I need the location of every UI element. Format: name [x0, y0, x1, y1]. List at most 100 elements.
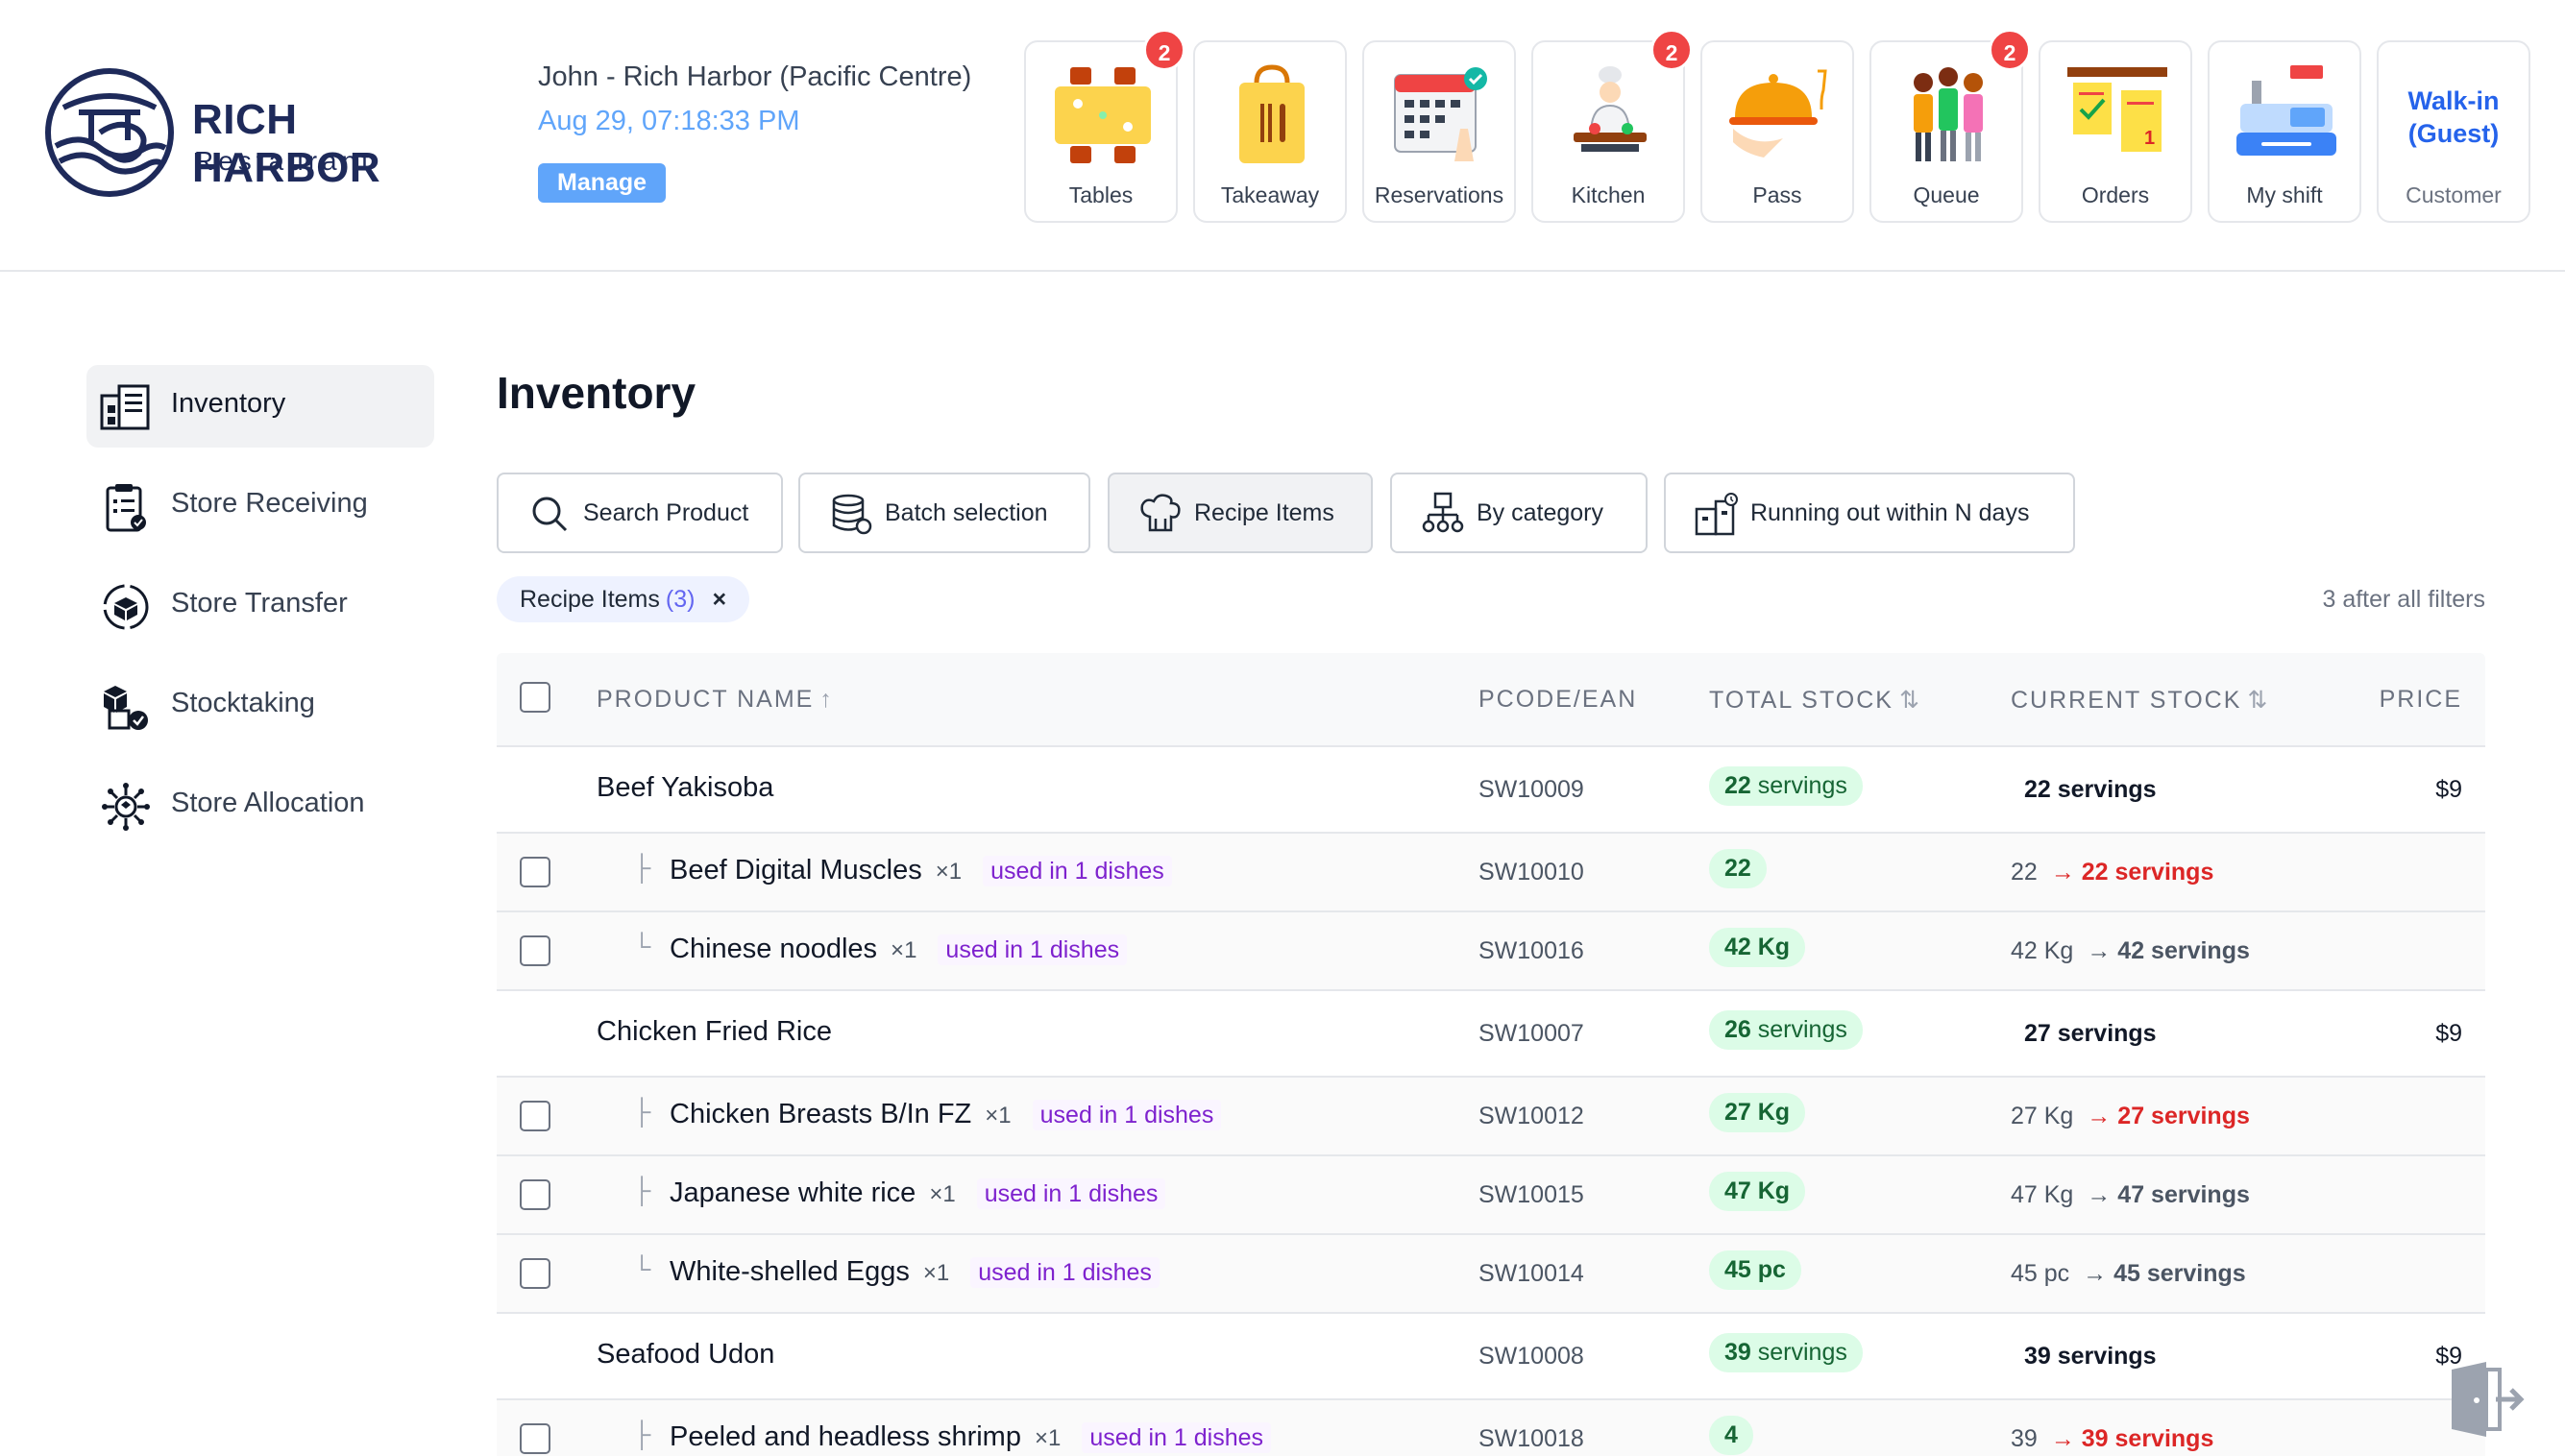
current-stock-value: 39 — [2011, 1425, 2038, 1452]
product-code: SW10010 — [1478, 859, 1584, 886]
table-row-ingredient[interactable]: └ Chinese noodles ×1 used in 1 dishes SW10… — [497, 912, 2485, 991]
ingredient-name-cell: White-shelled Eggs ×1 used in 1 dishes — [670, 1256, 1160, 1288]
customer-line2: (Guest) — [2407, 119, 2500, 148]
database-icon — [832, 494, 872, 535]
tile-label: My shift — [2246, 182, 2323, 207]
select-all-checkbox[interactable] — [520, 682, 550, 713]
used-in-dishes-link[interactable]: used in 1 dishes — [1082, 1422, 1272, 1453]
sidebar-item-store-receiving[interactable]: Store Receiving — [86, 465, 434, 547]
total-stock-unit: servings — [1757, 1016, 1847, 1043]
table-row-ingredient[interactable]: ├ Beef Digital Muscles ×1 used in 1 dishes… — [497, 834, 2485, 912]
tables-icon — [1055, 67, 1151, 163]
sidebar-item-stocktaking[interactable]: Stocktaking — [86, 665, 434, 747]
tree-connector: └ — [633, 1254, 651, 1283]
category-tree-icon — [1422, 492, 1464, 533]
sidebar-item-store-transfer[interactable]: Store Transfer — [86, 565, 434, 647]
row-checkbox[interactable] — [520, 1423, 550, 1454]
notification-badge: 2 — [1650, 29, 1693, 71]
search-product-button[interactable]: Search Product — [497, 473, 783, 553]
table-row-parent[interactable]: Chicken Fried Rice SW10007 26 servings 2… — [497, 991, 2485, 1078]
row-checkbox[interactable] — [520, 935, 550, 966]
tile-orders[interactable]: 1 Orders — [2039, 40, 2192, 223]
ingredient-name: Japanese white rice — [670, 1177, 916, 1208]
used-in-dishes-link[interactable]: used in 1 dishes — [938, 934, 1128, 965]
column-current-stock[interactable]: CURRENT STOCK ⇅ — [2011, 686, 2267, 715]
search-icon — [532, 497, 568, 532]
table-row-parent[interactable]: Beef Yakisoba SW10009 22 servings 22 ser… — [497, 747, 2485, 834]
ingredient-name-cell: Japanese white rice ×1 used in 1 dishes — [670, 1177, 1166, 1209]
inventory-table: PRODUCT NAME ↑ PCODE/EAN TOTAL STOCK ⇅ CUR… — [497, 653, 2485, 1456]
table-row-parent[interactable]: Seafood Udon SW10008 39 servings 39 serv… — [497, 1314, 2485, 1400]
table-row-ingredient[interactable]: └ White-shelled Eggs ×1 used in 1 dishes S… — [497, 1235, 2485, 1314]
tile-customer[interactable]: Walk-in (Guest) Customer — [2377, 40, 2530, 223]
total-stock-badge: 42 Kg — [1709, 928, 1806, 967]
ingredient-qty: ×1 — [922, 1260, 950, 1286]
logo-subtitle: Restaurant — [194, 146, 374, 176]
table-row-ingredient[interactable]: ├ Peeled and headless shrimp ×1 used in 1 … — [497, 1400, 2485, 1456]
sidebar-item-label: Store Receiving — [171, 488, 368, 519]
tile-tables[interactable]: Tables 2 — [1024, 29, 1185, 223]
batch-selection-button[interactable]: Batch selection — [798, 473, 1090, 553]
user-info: John - Rich Harbor (Pacific Centre) Aug … — [538, 61, 1018, 203]
total-stock-badge: 45 pc — [1709, 1250, 1801, 1290]
chef-hat-icon — [1140, 494, 1181, 532]
tile-my-shift[interactable]: My shift — [2208, 40, 2361, 223]
row-checkbox[interactable] — [520, 1258, 550, 1289]
servings-conversion: → 39 servings — [2050, 1425, 2214, 1452]
ingredient-name: White-shelled Eggs — [670, 1256, 910, 1287]
used-in-dishes-link[interactable]: used in 1 dishes — [976, 1178, 1166, 1209]
user-store-name: John - Rich Harbor (Pacific Centre) — [538, 61, 972, 92]
recipe-items-button[interactable]: Recipe Items — [1108, 473, 1373, 553]
restaurant-logo[interactable]: RICH HARBOR Restaurant — [42, 65, 475, 202]
current-stock-value: 22 — [2011, 859, 2038, 886]
manage-button[interactable]: Manage — [538, 163, 667, 203]
product-code: SW10008 — [1478, 1343, 1584, 1370]
current-stock: 22 → 22 servings — [2011, 859, 2213, 886]
total-stock-value: 26 — [1724, 1016, 1751, 1043]
used-in-dishes-link[interactable]: used in 1 dishes — [970, 1257, 1160, 1288]
top-header: RICH HARBOR Restaurant John - Rich Harbo… — [0, 0, 2565, 272]
tile-queue[interactable]: Queue 2 — [1869, 29, 2031, 223]
tile-takeaway[interactable]: Takeaway — [1193, 40, 1347, 223]
row-checkbox[interactable] — [520, 1179, 550, 1210]
tool-label: By category — [1477, 499, 1604, 526]
allocation-network-icon — [102, 783, 150, 831]
column-product-name[interactable]: PRODUCT NAME ↑ — [597, 686, 832, 714]
column-total-stock[interactable]: TOTAL STOCK ⇅ — [1709, 686, 1919, 715]
total-stock-unit: servings — [1757, 772, 1847, 799]
table-row-ingredient[interactable]: ├ Japanese white rice ×1 used in 1 dishes … — [497, 1156, 2485, 1235]
filter-chip-label: Recipe Items — [520, 586, 660, 613]
used-in-dishes-link[interactable]: used in 1 dishes — [1032, 1100, 1222, 1130]
row-checkbox[interactable] — [520, 857, 550, 887]
running-out-button[interactable]: Running out within N days — [1664, 473, 2075, 553]
used-in-dishes-link[interactable]: used in 1 dishes — [983, 856, 1172, 886]
current-stock: 45 pc → 45 servings — [2011, 1260, 2246, 1288]
logout-icon[interactable] — [2448, 1360, 2525, 1439]
transfer-box-icon — [103, 584, 149, 630]
by-category-button[interactable]: By category — [1390, 473, 1648, 553]
tile-pass[interactable]: Pass — [1700, 40, 1854, 223]
total-stock-badge: 22 servings — [1709, 766, 1863, 806]
current-stock: 42 Kg → 42 servings — [2011, 937, 2250, 965]
column-label: CURRENT STOCK — [2011, 687, 2242, 714]
filter-chip-recipe-items[interactable]: Recipe Items (3) × — [497, 576, 750, 622]
total-stock-value: 22 — [1724, 772, 1751, 799]
tile-reservations[interactable]: Reservations — [1362, 40, 1516, 223]
tile-kitchen[interactable]: Kitchen 2 — [1531, 29, 1693, 223]
product-code: SW10014 — [1478, 1260, 1584, 1287]
product-code: SW10012 — [1478, 1103, 1584, 1129]
tree-connector: ├ — [633, 853, 651, 882]
table-row-ingredient[interactable]: ├ Chicken Breasts B/In FZ ×1 used in 1 dis… — [497, 1078, 2485, 1156]
customer-line1: Walk-in — [2407, 86, 2500, 115]
sidebar-item-store-allocation[interactable]: Store Allocation — [86, 764, 434, 847]
ingredient-qty: ×1 — [985, 1103, 1012, 1128]
sidebar-item-inventory[interactable]: Inventory — [86, 365, 434, 448]
current-stock-value: 47 Kg — [2011, 1181, 2074, 1208]
row-checkbox[interactable] — [520, 1101, 550, 1131]
tile-label: Orders — [2081, 182, 2150, 207]
total-stock-value: 39 — [1724, 1339, 1751, 1366]
notification-badge: 2 — [1989, 29, 2031, 71]
tree-connector: └ — [633, 932, 651, 960]
close-icon[interactable]: × — [712, 586, 727, 613]
notification-badge: 2 — [1143, 29, 1185, 71]
